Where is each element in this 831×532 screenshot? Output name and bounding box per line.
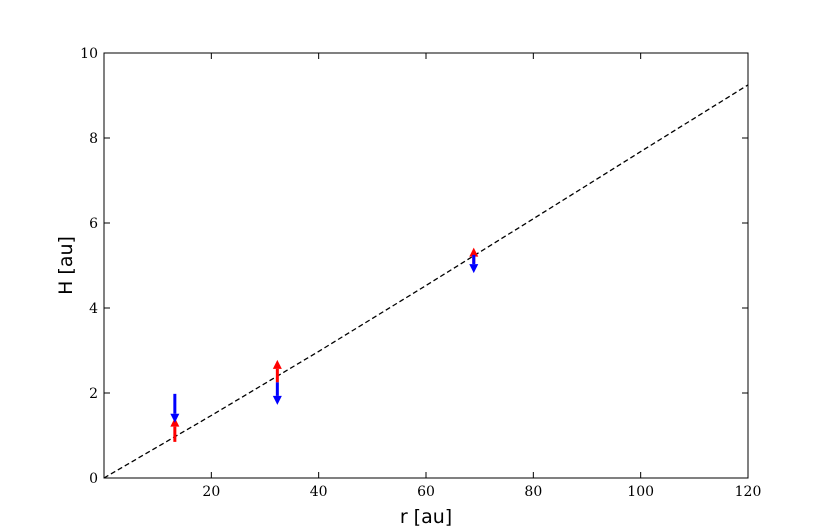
lower-limit-arrow-1-head	[272, 359, 282, 369]
y-axis-ticks: 0 2 4 6 8 10	[80, 46, 748, 487]
upper-limit-arrow-1-head	[272, 395, 282, 405]
y-tick-label-2: 4	[89, 301, 98, 317]
upper-limit-arrow-0	[170, 393, 180, 423]
plot-content	[103, 84, 749, 479]
lower-limit-arrow-2-head	[469, 247, 479, 257]
upper-limit-arrow-1	[272, 382, 282, 405]
x-tick-label-5: 120	[735, 484, 762, 500]
x-axis-label: r [au]	[400, 506, 452, 528]
x-axis-ticks: 20 40 60 80 100 120	[202, 53, 761, 500]
y-tick-label-0: 0	[89, 471, 98, 487]
lower-limit-arrow-1	[272, 359, 282, 383]
x-tick-label-1: 40	[310, 484, 328, 500]
upper-limit-arrow-2-head	[469, 264, 479, 274]
y-axis-label: H [au]	[55, 236, 77, 295]
y-tick-label-5: 10	[80, 46, 98, 62]
y-tick-label-1: 2	[89, 386, 98, 402]
x-tick-label-4: 100	[627, 484, 654, 500]
x-tick-label-2: 60	[417, 484, 435, 500]
dashed-reference-line	[103, 84, 749, 479]
y-tick-label-3: 6	[89, 216, 98, 232]
plot-frame	[103, 52, 749, 479]
upper-limit-arrow-2	[469, 254, 479, 274]
x-tick-label-0: 20	[202, 484, 220, 500]
x-tick-label-3: 80	[524, 484, 542, 500]
upper-limit-arrow-0-head	[170, 413, 180, 423]
y-tick-label-4: 8	[89, 131, 98, 147]
